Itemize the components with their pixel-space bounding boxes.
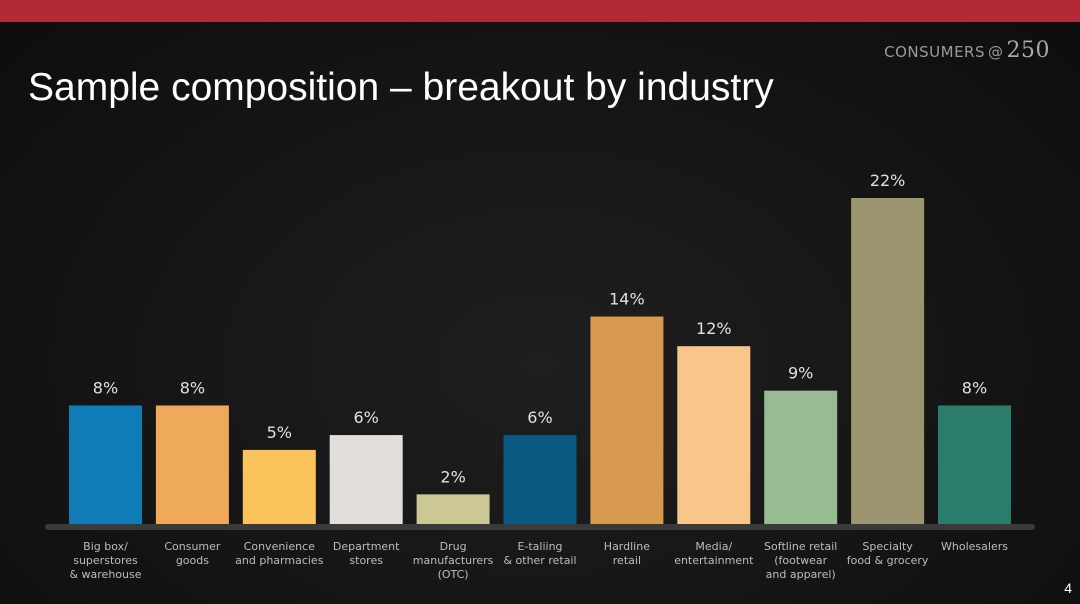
tick-label-6: Hardline retail bbox=[604, 540, 650, 567]
data-label-5: 6% bbox=[527, 408, 552, 427]
data-label-2: 5% bbox=[267, 423, 292, 442]
tick-label-3: Department stores bbox=[333, 540, 400, 567]
bar-1 bbox=[155, 405, 229, 524]
data-label-9: 22% bbox=[870, 171, 906, 190]
bar-8 bbox=[764, 390, 838, 524]
brand-logo-word: CONSUMERS bbox=[884, 43, 985, 61]
data-label-7: 12% bbox=[696, 319, 732, 338]
brand-logo-number: 250 bbox=[1006, 38, 1050, 63]
data-label-4: 2% bbox=[440, 467, 465, 486]
tick-label-0: Big box/superstores & warehouse bbox=[69, 540, 141, 581]
tick-label-10: Wholesalers bbox=[941, 540, 1008, 553]
bar-3 bbox=[329, 435, 403, 524]
bar-4 bbox=[416, 494, 490, 524]
bar-5 bbox=[503, 435, 577, 524]
tick-label-1: Consumer goods bbox=[164, 540, 221, 567]
bar-chart: 8% Big box/superstores & warehouse 8% Consum… bbox=[45, 171, 1035, 581]
data-label-6: 14% bbox=[609, 290, 645, 309]
bar-6 bbox=[590, 316, 664, 524]
data-label-0: 8% bbox=[93, 378, 118, 397]
bar-9 bbox=[851, 198, 925, 524]
tick-label-5: E-taliing & other retail bbox=[503, 540, 576, 567]
top-accent-bar bbox=[0, 0, 1080, 22]
bar-7 bbox=[677, 346, 751, 524]
tick-label-8: Softline retail (footwear and apparel) bbox=[764, 540, 837, 581]
brand-logo: CONSUMERS @ 250 bbox=[884, 38, 1050, 63]
brand-logo-at: @ bbox=[988, 43, 1004, 61]
data-label-1: 8% bbox=[180, 378, 205, 397]
bar-2 bbox=[242, 449, 316, 524]
bar-0 bbox=[69, 405, 142, 524]
data-label-8: 9% bbox=[788, 364, 813, 383]
data-label-10: 8% bbox=[962, 378, 987, 397]
tick-label-9: Specialty food & grocery bbox=[847, 540, 929, 567]
bar-10 bbox=[938, 405, 1011, 524]
slide-title: Sample composition – breakout by industr… bbox=[28, 66, 774, 109]
tick-label-2: Convenience and pharmacies bbox=[235, 540, 324, 567]
page-number: 4 bbox=[1064, 580, 1072, 596]
tick-label-4: Drug manufacturers (OTC) bbox=[413, 540, 494, 581]
tick-label-7: Media/entertainment bbox=[674, 540, 754, 567]
chart-baseline bbox=[45, 524, 1035, 530]
data-label-3: 6% bbox=[354, 408, 379, 427]
